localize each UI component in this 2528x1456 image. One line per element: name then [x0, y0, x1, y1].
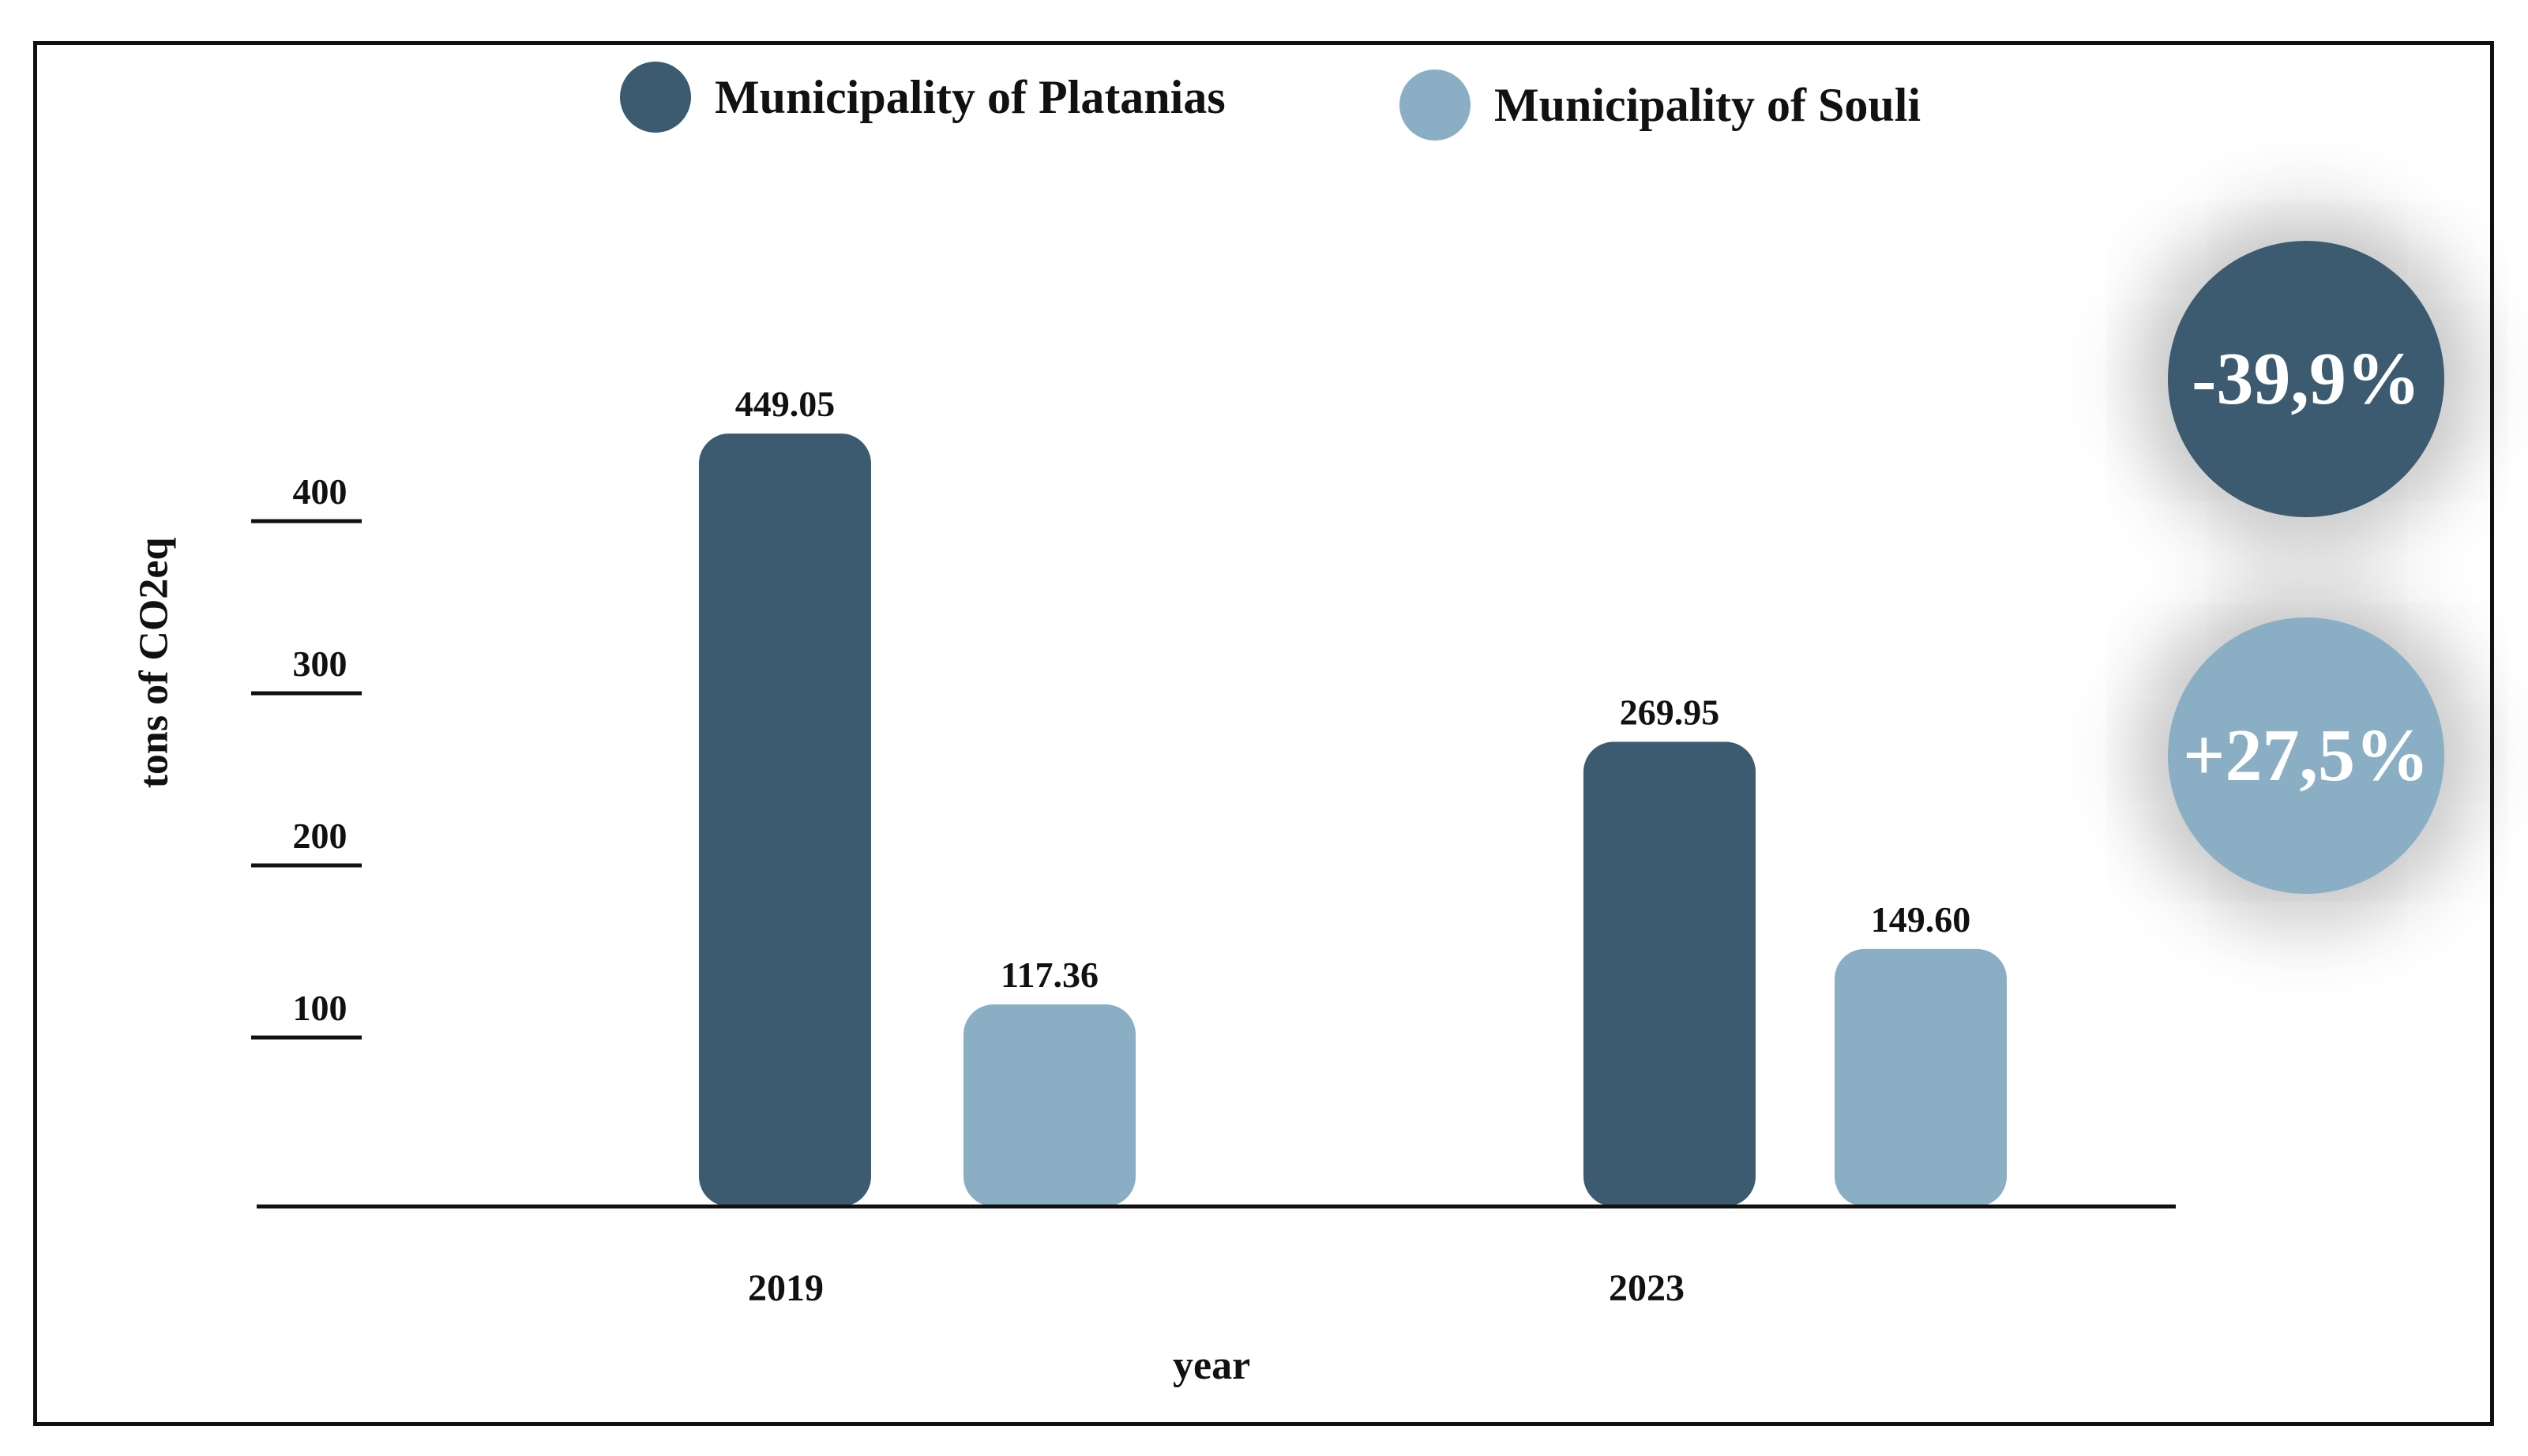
x-tick-label: 2023: [1609, 1267, 1685, 1309]
bar-value-label: 149.60: [1871, 899, 1971, 940]
bar-value-label: 269.95: [1620, 692, 1720, 733]
y-tick-label: 400: [293, 471, 347, 512]
y-tick-label: 200: [293, 816, 347, 856]
legend-label-platanias: Municipality of Platanias: [715, 70, 1226, 123]
bar-souli-2023: [1835, 948, 2007, 1206]
legend-item-souli: Municipality of Souli: [1399, 69, 1921, 141]
bar-platanias-2023: [1583, 741, 1756, 1206]
change-badge-platanias: -39,9%: [2168, 241, 2444, 517]
legend-label-souli: Municipality of Souli: [1494, 78, 1921, 131]
legend-swatch-souli: [1399, 69, 1471, 141]
x-tick-label: 2019: [748, 1267, 824, 1309]
y-tick-label: 100: [293, 988, 347, 1028]
chart-frame: [33, 41, 2494, 1426]
bar-value-label: 449.05: [735, 384, 836, 424]
bar-value-label: 117.36: [1001, 955, 1099, 995]
legend-item-platanias: Municipality of Platanias: [620, 62, 1226, 133]
legend-swatch-platanias: [620, 62, 691, 133]
change-badge-souli: +27,5%: [2168, 617, 2444, 894]
bar-platanias-2019: [699, 433, 871, 1206]
x-axis-title: year: [1173, 1343, 1251, 1388]
bar-souli-2019: [963, 1004, 1136, 1206]
y-tick-label: 300: [293, 644, 347, 684]
